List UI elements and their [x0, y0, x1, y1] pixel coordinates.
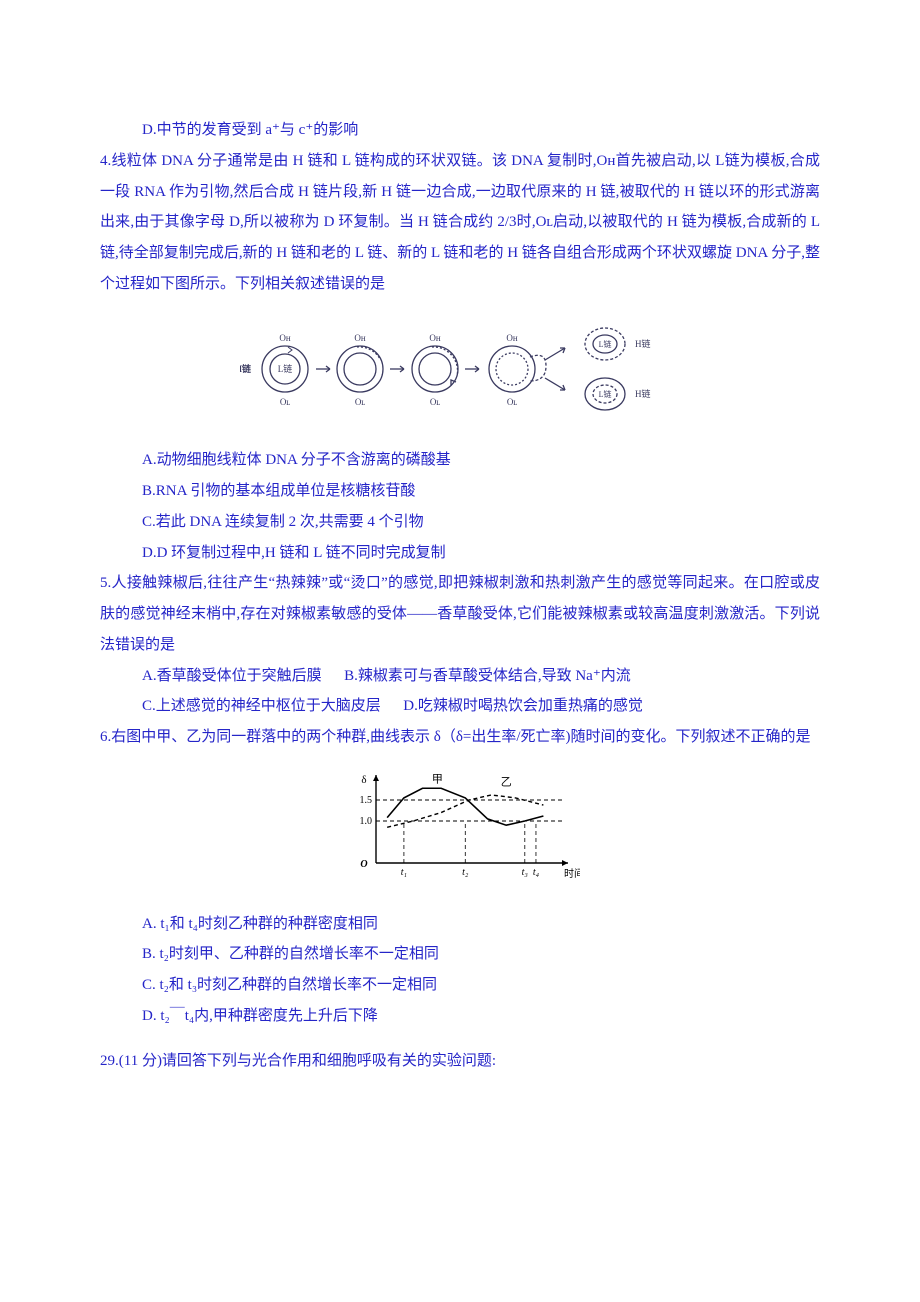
- svg-text:H链: H链: [635, 338, 651, 349]
- svg-text:Oʟ: Oʟ: [355, 397, 365, 407]
- q5-option-row1: A.香草酸受体位于突触后膜 B.辣椒素可与香草酸受体结合,导致 Na⁺内流: [100, 661, 820, 692]
- svg-text:Oʜ: Oʜ: [279, 333, 290, 343]
- svg-text:Oʜ: Oʜ: [429, 333, 440, 343]
- q6-option-d: D. t₂￣t₄内,甲种群密度先上升后下降: [100, 1001, 820, 1032]
- svg-text:t₂: t₂: [462, 867, 469, 878]
- q6-option-a: A. t₁和 t₄时刻乙种群的种群密度相同: [100, 909, 820, 940]
- q5-option-d: D.吃辣椒时喝热饮会加重热痛的感觉: [403, 698, 643, 714]
- q4-option-d: D.D 环复制过程中,H 链和 L 链不同时完成复制: [100, 538, 820, 569]
- q6-option-b: B. t₂时刻甲、乙种群的自然增长率不一定相同: [100, 939, 820, 970]
- q4-option-c: C.若此 DNA 连续复制 2 次,共需要 4 个引物: [100, 507, 820, 538]
- svg-text:Oʜ: Oʜ: [354, 333, 365, 343]
- svg-text:Oʜ: Oʜ: [506, 333, 517, 343]
- q5-option-c: C.上述感觉的神经中枢位于大脑皮层: [142, 698, 381, 714]
- exam-page: D.中节的发育受到 a⁺与 c⁺的影响 4.线粒体 DNA 分子通常是由 H 链…: [0, 0, 920, 1302]
- delta-time-chart: 1.0 1.5 Oδ 时间 t₁ t₂ t₃ t₄ 甲 乙: [340, 767, 580, 887]
- svg-text:L链: L链: [278, 363, 293, 374]
- spacer: [100, 1032, 820, 1046]
- svg-text:t₁: t₁: [401, 867, 407, 878]
- q29-paragraph: 29.(11 分)请回答下列与光合作用和细胞呼吸有关的实验问题:: [100, 1046, 820, 1077]
- q3-option-d: D.中节的发育受到 a⁺与 c⁺的影响: [100, 115, 820, 146]
- q4-option-b: B.RNA 引物的基本组成单位是核糖核苷酸: [100, 476, 820, 507]
- svg-text:L链: L链: [599, 339, 612, 349]
- svg-text:Oʟ: Oʟ: [430, 397, 440, 407]
- q6-paragraph: 6.右图中甲、乙为同一群落中的两个种群,曲线表示 δ（δ=出生率/死亡率)随时间…: [100, 722, 820, 753]
- svg-text:1.0: 1.0: [360, 816, 373, 827]
- q6-option-c: C. t₂和 t₃时刻乙种群的自然增长率不一定相同: [100, 970, 820, 1001]
- svg-text:时间: 时间: [564, 867, 580, 880]
- svg-text:Oʟ: Oʟ: [280, 397, 290, 407]
- q5-option-a: A.香草酸受体位于突触后膜: [142, 668, 322, 684]
- q5-option-b: B.辣椒素可与香草酸受体结合,导致 Na⁺内流: [344, 668, 631, 684]
- svg-text:L链: L链: [599, 389, 612, 399]
- svg-text:H链: H链: [635, 388, 651, 399]
- dna-d-loop-diagram: L链 H链 Oʜ Oʟ Oʜ Oʟ: [240, 314, 680, 424]
- svg-text:H链: H链: [240, 363, 252, 374]
- svg-text:Oʟ: Oʟ: [507, 397, 517, 407]
- svg-text:1.5: 1.5: [360, 795, 373, 806]
- svg-text:δ: δ: [361, 774, 366, 786]
- svg-text:乙: 乙: [501, 775, 512, 788]
- q5-option-row2: C.上述感觉的神经中枢位于大脑皮层 D.吃辣椒时喝热饮会加重热痛的感觉: [100, 691, 820, 722]
- q4-option-a: A.动物细胞线粒体 DNA 分子不含游离的磷酸基: [100, 445, 820, 476]
- q4-paragraph: 4.线粒体 DNA 分子通常是由 H 链和 L 链构成的环状双链。该 DNA 复…: [100, 146, 820, 300]
- svg-text:O: O: [360, 859, 367, 870]
- svg-text:甲: 甲: [432, 773, 443, 785]
- q5-paragraph: 5.人接触辣椒后,往往产生“热辣辣”或“烫口”的感觉,即把辣椒刺激和热刺激产生的…: [100, 568, 820, 660]
- svg-text:t₄: t₄: [533, 867, 540, 878]
- q4-figure: L链 H链 Oʜ Oʟ Oʜ Oʟ: [100, 314, 820, 436]
- svg-text:t₃: t₃: [522, 867, 529, 878]
- q6-chart: 1.0 1.5 Oδ 时间 t₁ t₂ t₃ t₄ 甲 乙: [100, 767, 820, 899]
